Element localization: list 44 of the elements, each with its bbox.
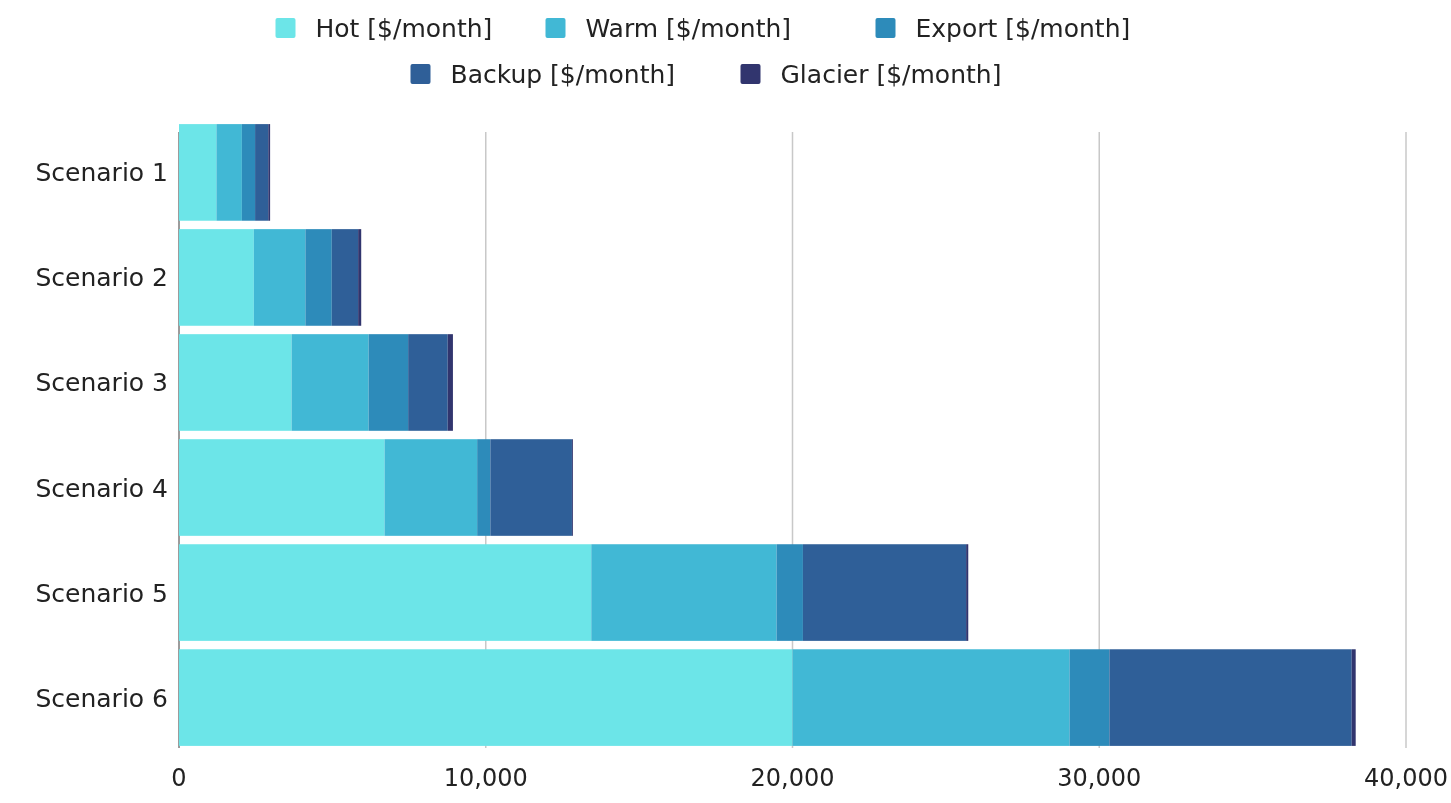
y-tick-label: Scenario 2 xyxy=(35,263,168,293)
bar xyxy=(241,124,256,221)
bar xyxy=(490,439,572,536)
bar xyxy=(179,649,793,746)
bar xyxy=(368,334,409,431)
x-tick-label: 10,000 xyxy=(443,764,528,792)
y-tick-label: Scenario 5 xyxy=(35,578,168,608)
bar xyxy=(179,229,254,326)
x-tick-label: 20,000 xyxy=(750,764,835,792)
bar xyxy=(966,544,969,641)
bar xyxy=(1351,649,1356,746)
legend-label: Export [$/month] xyxy=(915,14,1131,43)
y-tick-label: Scenario 3 xyxy=(35,368,168,398)
bar xyxy=(179,439,385,536)
legend-label: Glacier [$/month] xyxy=(780,60,1002,89)
bar xyxy=(776,544,803,641)
bar xyxy=(358,229,362,326)
bar xyxy=(477,439,491,536)
bar xyxy=(1069,649,1110,746)
bar xyxy=(1109,649,1352,746)
bar xyxy=(305,229,332,326)
x-tick-label: 30,000 xyxy=(1057,764,1142,792)
bar xyxy=(408,334,448,431)
bar xyxy=(792,649,1070,746)
bar xyxy=(447,334,453,431)
bar xyxy=(253,229,306,326)
y-tick-label: Scenario 6 xyxy=(35,683,168,713)
legend-label: Backup [$/month] xyxy=(450,60,676,89)
bar xyxy=(179,544,592,641)
x-tick-label: 0 xyxy=(171,764,187,792)
y-tick-label: Scenario 4 xyxy=(35,473,168,503)
bar xyxy=(331,229,359,326)
bar xyxy=(591,544,777,641)
y-tick-label: Scenario 1 xyxy=(35,158,168,188)
bar xyxy=(216,124,242,221)
legend-label: Warm [$/month] xyxy=(585,14,792,43)
bar xyxy=(179,124,217,221)
bar xyxy=(384,439,478,536)
bar xyxy=(802,544,967,641)
bar xyxy=(291,334,369,431)
bar xyxy=(255,124,269,221)
x-tick-label: 40,000 xyxy=(1364,764,1448,792)
bar xyxy=(179,334,292,431)
legend-label: Hot [$/month] xyxy=(315,14,493,43)
